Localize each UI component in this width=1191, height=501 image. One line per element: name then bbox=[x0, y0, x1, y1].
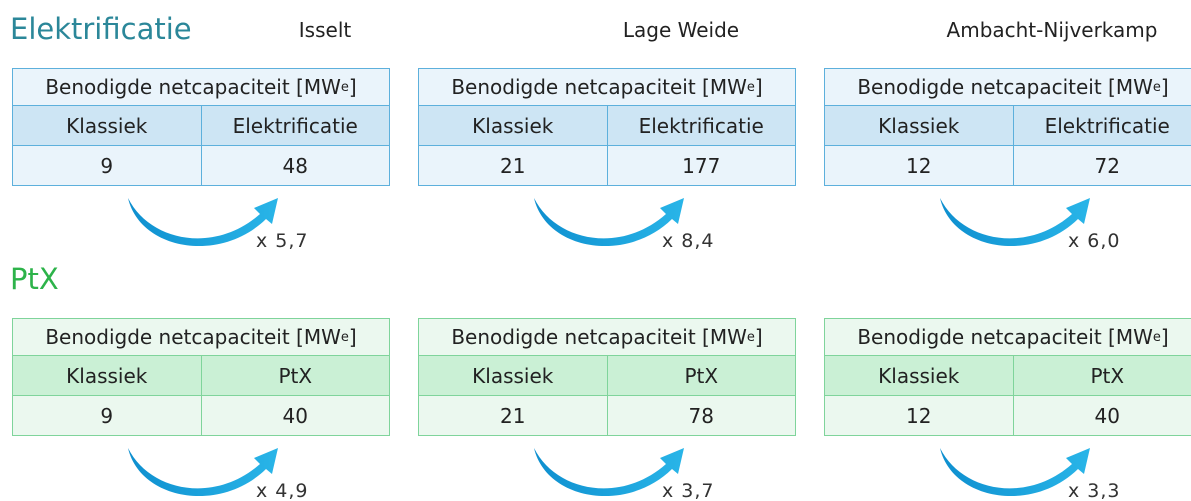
section-title: Elektrificatie bbox=[10, 12, 192, 46]
column-row: Klassiek Elektrificatie bbox=[419, 105, 795, 145]
header-close: ] bbox=[1160, 325, 1169, 349]
value-cell: 72 bbox=[1012, 146, 1191, 185]
header-cell: Benodigde netcapaciteit [MW e] bbox=[13, 319, 389, 355]
value-cell: 21 bbox=[500, 403, 526, 428]
value-cell: 40 bbox=[200, 396, 390, 435]
column-row: Klassiek PtX bbox=[419, 355, 795, 395]
header-cell: Benodigde netcapaciteit [MW e] bbox=[419, 319, 795, 355]
header-subscript: e bbox=[1152, 329, 1161, 345]
value-cell: 12 bbox=[906, 153, 932, 178]
header-row: Benodigde netcapaciteit [MW e] bbox=[13, 319, 389, 355]
header-row: Benodigde netcapaciteit [MW e] bbox=[419, 69, 795, 105]
value-cell: 9 bbox=[100, 153, 114, 178]
header-close: ] bbox=[754, 75, 763, 99]
value-row: 12 40 bbox=[825, 395, 1191, 435]
header-cell: Benodigde netcapaciteit [MW e] bbox=[825, 319, 1191, 355]
value-cell: 78 bbox=[606, 396, 796, 435]
growth-arrow bbox=[534, 198, 684, 247]
header-cell: Benodigde netcapaciteit [MW e] bbox=[825, 69, 1191, 105]
header-subscript: e bbox=[1152, 79, 1161, 95]
header-subscript: e bbox=[746, 79, 755, 95]
header-subscript: e bbox=[340, 329, 349, 345]
capacity-table: Benodigde netcapaciteit [MW e] Klassiek PtX… bbox=[12, 318, 390, 436]
column-header: Klassiek bbox=[66, 113, 148, 138]
column-header: PtX bbox=[200, 356, 390, 395]
column-header: Klassiek bbox=[66, 363, 148, 388]
value-cell: 177 bbox=[606, 146, 796, 185]
factor-label: x 5,7 bbox=[256, 230, 309, 252]
header-row: Benodigde netcapaciteit [MW e] bbox=[419, 319, 795, 355]
column-header: PtX bbox=[1012, 356, 1191, 395]
value-cell: 40 bbox=[1012, 396, 1191, 435]
value-cell: 48 bbox=[200, 146, 390, 185]
column-header: Elektrificatie bbox=[1012, 106, 1191, 145]
value-row: 21 177 bbox=[419, 145, 795, 185]
capacity-table: Benodigde netcapaciteit [MW e] Klassiek Ele… bbox=[824, 68, 1191, 186]
capacity-table: Benodigde netcapaciteit [MW e] Klassiek Ele… bbox=[12, 68, 390, 186]
capacity-table: Benodigde netcapaciteit [MW e] Klassiek Ele… bbox=[418, 68, 796, 186]
value-cell: 12 bbox=[906, 403, 932, 428]
column-header: Klassiek bbox=[878, 363, 960, 388]
value-row: 21 78 bbox=[419, 395, 795, 435]
header-cell: Benodigde netcapaciteit [MW e] bbox=[419, 69, 795, 105]
growth-arrow bbox=[128, 198, 278, 247]
header-close: ] bbox=[1160, 75, 1169, 99]
factor-label: x 8,4 bbox=[662, 230, 715, 252]
factor-label: x 3,3 bbox=[1068, 480, 1121, 501]
header-subscript: e bbox=[340, 79, 349, 95]
header-text: Benodigde netcapaciteit [MW bbox=[45, 325, 341, 349]
header-close: ] bbox=[348, 75, 357, 99]
location-label: Ambacht-Nijverkamp bbox=[946, 18, 1158, 42]
header-text: Benodigde netcapaciteit [MW bbox=[45, 75, 341, 99]
capacity-table: Benodigde netcapaciteit [MW e] Klassiek PtX… bbox=[418, 318, 796, 436]
header-subscript: e bbox=[746, 329, 755, 345]
value-cell: 21 bbox=[500, 153, 526, 178]
growth-arrow bbox=[534, 448, 684, 497]
column-row: Klassiek Elektrificatie bbox=[13, 105, 389, 145]
value-cell: 9 bbox=[100, 403, 114, 428]
growth-arrow bbox=[940, 198, 1090, 247]
header-text: Benodigde netcapaciteit [MW bbox=[451, 75, 747, 99]
column-row: Klassiek PtX bbox=[13, 355, 389, 395]
value-row: 12 72 bbox=[825, 145, 1191, 185]
header-row: Benodigde netcapaciteit [MW e] bbox=[825, 69, 1191, 105]
column-header: Elektrificatie bbox=[606, 106, 796, 145]
section-title: PtX bbox=[10, 262, 59, 296]
factor-label: x 4,9 bbox=[256, 480, 309, 501]
column-row: Klassiek Elektrificatie bbox=[825, 105, 1191, 145]
location-label: Isselt bbox=[298, 18, 352, 42]
column-header: PtX bbox=[606, 356, 796, 395]
header-text: Benodigde netcapaciteit [MW bbox=[451, 325, 747, 349]
header-close: ] bbox=[754, 325, 763, 349]
location-label: Lage Weide bbox=[622, 18, 740, 42]
header-cell: Benodigde netcapaciteit [MW e] bbox=[13, 69, 389, 105]
value-row: 9 48 bbox=[13, 145, 389, 185]
growth-arrow bbox=[940, 448, 1090, 497]
header-row: Benodigde netcapaciteit [MW e] bbox=[13, 69, 389, 105]
column-header: Klassiek bbox=[472, 363, 554, 388]
factor-label: x 6,0 bbox=[1068, 230, 1121, 252]
header-row: Benodigde netcapaciteit [MW e] bbox=[825, 319, 1191, 355]
column-header: Klassiek bbox=[472, 113, 554, 138]
header-text: Benodigde netcapaciteit [MW bbox=[857, 325, 1153, 349]
capacity-table: Benodigde netcapaciteit [MW e] Klassiek PtX… bbox=[824, 318, 1191, 436]
growth-arrow bbox=[128, 448, 278, 497]
value-row: 9 40 bbox=[13, 395, 389, 435]
header-close: ] bbox=[348, 325, 357, 349]
column-row: Klassiek PtX bbox=[825, 355, 1191, 395]
header-text: Benodigde netcapaciteit [MW bbox=[857, 75, 1153, 99]
column-header: Elektrificatie bbox=[200, 106, 390, 145]
column-header: Klassiek bbox=[878, 113, 960, 138]
factor-label: x 3,7 bbox=[662, 480, 715, 501]
